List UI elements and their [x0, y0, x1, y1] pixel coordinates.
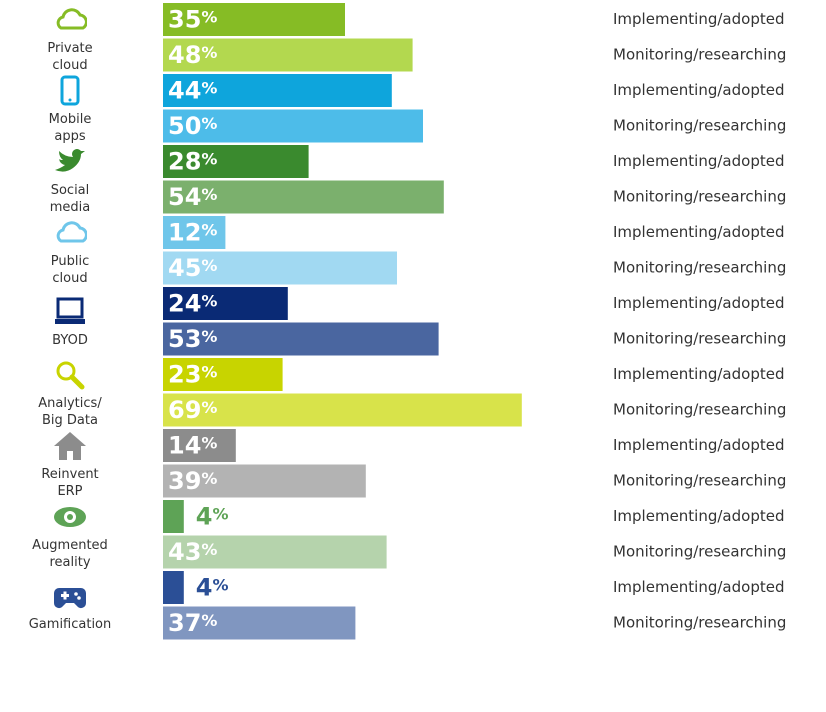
bar: [163, 393, 522, 427]
value-label: 37%: [168, 609, 217, 637]
series-label: Monitoring/researching: [613, 46, 786, 64]
category-icon: [55, 297, 85, 324]
category-group: Augmented reality: [0, 500, 140, 571]
value-label: 28%: [168, 148, 217, 176]
value-label: 4%: [196, 574, 229, 602]
value-label: 4%: [196, 503, 229, 531]
category-icon: [54, 588, 86, 608]
category-icon: [56, 7, 87, 29]
category-label: Gamification: [28, 617, 112, 632]
value-label: 43%: [168, 538, 217, 566]
value-label: 48%: [168, 41, 217, 69]
series-label: Monitoring/researching: [613, 117, 786, 135]
category-icon: [55, 148, 85, 172]
value-label: 14%: [168, 432, 217, 460]
bar: [163, 3, 345, 36]
series-label: Implementing/adopted: [613, 152, 784, 170]
series-label: Implementing/adopted: [613, 436, 784, 454]
value-label: 39%: [168, 467, 217, 495]
bar: [163, 180, 444, 214]
bar: [163, 429, 236, 462]
bar: [163, 216, 226, 249]
category-group: Social media: [0, 145, 140, 216]
category-group: Mobile apps: [0, 74, 140, 145]
series-label: Monitoring/researching: [613, 259, 786, 277]
series-label: Monitoring/researching: [613, 614, 786, 632]
value-label: 69%: [168, 396, 217, 424]
bar: [163, 287, 288, 320]
category-group: Reinvent ERP: [0, 429, 140, 500]
category-label: Public cloud: [50, 253, 90, 286]
series-label: Monitoring/researching: [613, 330, 786, 348]
bar: [163, 535, 387, 569]
category-icon: [56, 220, 87, 242]
series-label: Implementing/adopted: [613, 81, 784, 99]
category-label: Reinvent ERP: [41, 466, 99, 499]
bar: [163, 571, 184, 604]
value-label: 50%: [168, 112, 217, 140]
category-icon: [60, 75, 80, 105]
bar: [163, 358, 283, 391]
category-icon: [54, 431, 86, 460]
value-label: 24%: [168, 290, 217, 318]
series-label: Implementing/adopted: [613, 365, 784, 383]
series-label: Implementing/adopted: [613, 294, 784, 312]
bar: [163, 251, 397, 285]
category-label: Mobile apps: [48, 111, 92, 144]
category-group: Gamification: [0, 571, 140, 642]
bar: [163, 38, 413, 72]
category-label: Augmented reality: [32, 537, 108, 570]
bar: [163, 109, 423, 143]
bar: [163, 145, 309, 178]
value-label: 23%: [168, 361, 217, 389]
bar: [163, 322, 439, 356]
series-label: Implementing/adopted: [613, 578, 784, 596]
bar: [163, 464, 366, 498]
category-label: Analytics/ Big Data: [38, 395, 102, 428]
series-label: Monitoring/researching: [613, 472, 786, 490]
series-label: Monitoring/researching: [613, 543, 786, 561]
value-label: 12%: [168, 219, 217, 247]
category-group: Private cloud: [0, 3, 140, 74]
series-label: Monitoring/researching: [613, 188, 786, 206]
category-icon: [54, 506, 86, 527]
category-icon: [56, 361, 85, 389]
series-label: Implementing/adopted: [613, 10, 784, 28]
value-label: 35%: [168, 6, 217, 34]
category-group: BYOD: [0, 287, 140, 358]
category-label: Social media: [49, 182, 91, 215]
value-label: 54%: [168, 183, 217, 211]
category-group: Public cloud: [0, 216, 140, 287]
value-label: 53%: [168, 325, 217, 353]
series-label: Monitoring/researching: [613, 401, 786, 419]
bar: [163, 74, 392, 107]
series-label: Implementing/adopted: [613, 507, 784, 525]
category-label: Private cloud: [47, 40, 93, 73]
category-label: BYOD: [52, 333, 88, 348]
series-label: Implementing/adopted: [613, 223, 784, 241]
bar: [163, 606, 356, 640]
category-group: Analytics/ Big Data: [0, 358, 140, 429]
value-label: 44%: [168, 77, 217, 105]
value-label: 45%: [168, 254, 217, 282]
bar: [163, 500, 184, 533]
